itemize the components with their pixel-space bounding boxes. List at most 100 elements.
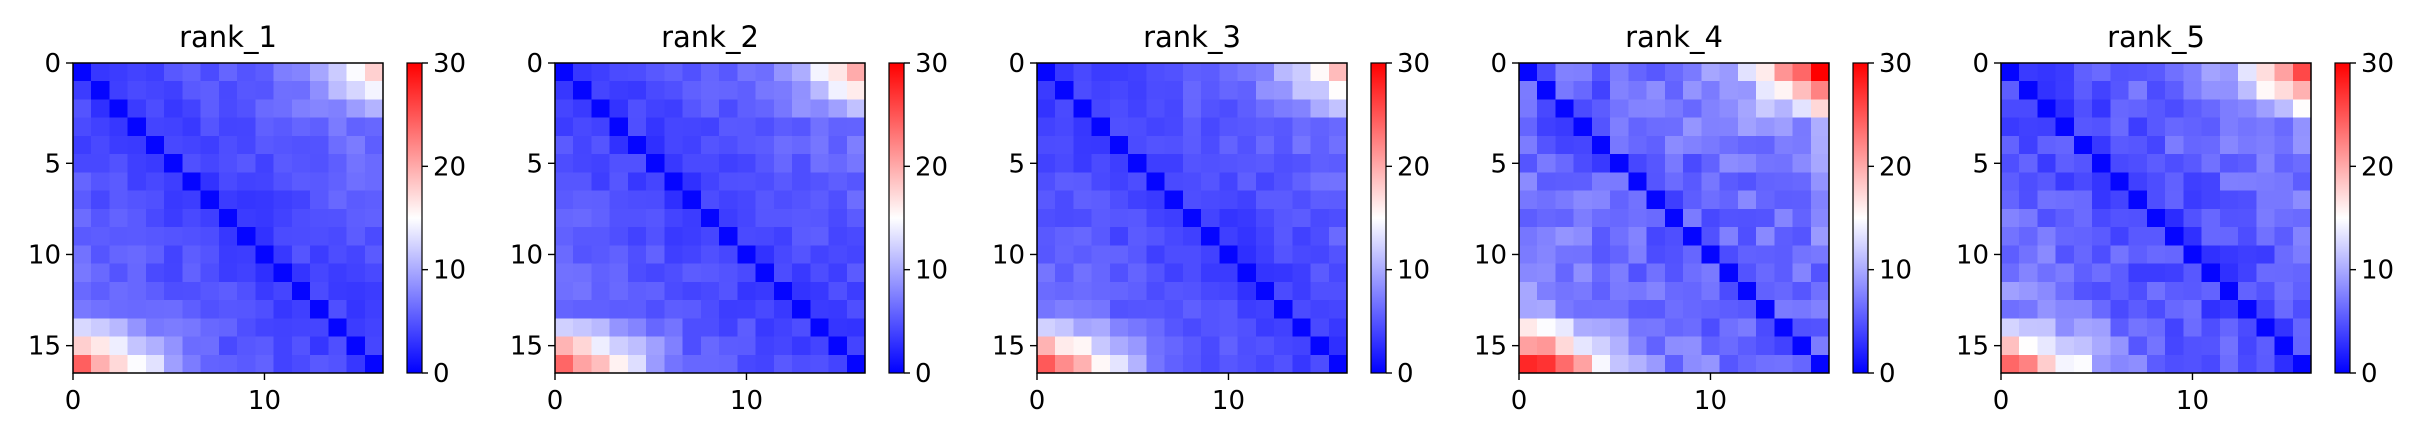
heatmap-cell xyxy=(1146,300,1166,319)
heatmap-cell xyxy=(591,190,611,210)
heatmap-cell xyxy=(200,336,220,356)
heatmap-cell xyxy=(1537,172,1556,192)
heatmap-cell xyxy=(2274,172,2294,192)
heatmap-cell xyxy=(2073,190,2093,210)
heatmap-cell xyxy=(2001,63,2020,82)
heatmap-cell xyxy=(1091,336,1111,356)
heatmap-cell xyxy=(2110,318,2130,337)
heatmap-cell xyxy=(2128,354,2148,374)
heatmap-cell xyxy=(846,172,866,192)
heatmap-cell xyxy=(1683,154,1702,173)
heatmap-cell xyxy=(218,172,238,192)
heatmap-cell xyxy=(1073,208,1093,228)
heatmap-cell xyxy=(1774,300,1793,319)
heatmap-cell xyxy=(810,135,829,155)
heatmap-cell xyxy=(2201,263,2221,283)
heatmap-cell xyxy=(1610,300,1629,319)
heatmap-cell xyxy=(719,117,738,137)
heatmap-cell xyxy=(2201,245,2221,264)
heatmap-cell xyxy=(237,135,256,155)
heatmap-cell xyxy=(328,99,347,119)
heatmap-cell xyxy=(1537,154,1556,173)
heatmap-cell xyxy=(364,172,384,192)
heatmap-cell xyxy=(2201,336,2221,356)
heatmap-cell xyxy=(2110,281,2130,301)
heatmap-cell xyxy=(646,81,665,100)
heatmap-cell xyxy=(2128,117,2148,137)
heatmap-cell xyxy=(1610,154,1629,173)
heatmap-cell xyxy=(2201,99,2221,119)
heatmap-cell xyxy=(255,227,274,246)
heatmap-cell xyxy=(1292,263,1311,283)
heatmap-cell xyxy=(664,245,684,264)
heatmap-cell xyxy=(1182,81,1202,100)
heatmap-cell xyxy=(2219,318,2239,337)
heatmap-cell xyxy=(1328,135,1348,155)
heatmap-cell xyxy=(1701,263,1720,283)
heatmap-cell xyxy=(1810,81,1830,100)
heatmap-cell xyxy=(2037,81,2057,100)
heatmap-cell xyxy=(1628,281,1648,301)
heatmap-cell xyxy=(1237,99,1257,119)
heatmap-cell xyxy=(2274,263,2294,283)
heatmap-cell xyxy=(237,154,256,173)
heatmap-cell xyxy=(2256,135,2275,155)
heatmap-cell xyxy=(737,81,756,100)
heatmap-cell xyxy=(1091,135,1111,155)
heatmap-cell xyxy=(1219,117,1238,137)
heatmap-cell xyxy=(1737,354,1757,374)
heatmap-cell xyxy=(2183,318,2202,337)
heatmap-cell xyxy=(364,208,384,228)
colorbar-tick-label: 0 xyxy=(433,359,450,389)
heatmap-cell xyxy=(1774,208,1793,228)
heatmap-cell xyxy=(627,281,647,301)
heatmap-cell xyxy=(2238,154,2257,173)
heatmap-cell xyxy=(2092,354,2111,374)
heatmap-cell xyxy=(91,281,110,301)
heatmap-cell xyxy=(182,318,202,337)
heatmap-cell xyxy=(164,227,183,246)
heatmap-cell xyxy=(182,117,202,137)
heatmap-cell xyxy=(1701,190,1720,210)
heatmap-cell xyxy=(1164,354,1184,374)
heatmap-cell xyxy=(182,245,202,264)
heatmap-cell xyxy=(2073,172,2093,192)
heatmap-cell xyxy=(682,172,702,192)
heatmap-cell xyxy=(2110,208,2130,228)
heatmap-cell xyxy=(1610,245,1629,264)
heatmap-cell xyxy=(2256,208,2275,228)
y-tick-label: 15 xyxy=(1956,332,1989,362)
heatmap-cell xyxy=(792,208,811,228)
heatmap-cell xyxy=(2055,336,2075,356)
heatmap-cell xyxy=(1646,245,1666,264)
heatmap-cell xyxy=(627,208,647,228)
heatmap-cell xyxy=(1737,263,1757,283)
heatmap-cell xyxy=(73,190,92,210)
heatmap-cell xyxy=(1128,190,1147,210)
heatmap-cell xyxy=(73,135,92,155)
heatmap-cell xyxy=(273,300,293,319)
heatmap-cell xyxy=(2256,281,2275,301)
heatmap-cell xyxy=(1628,318,1648,337)
heatmap-cell xyxy=(1628,172,1648,192)
heatmap-cell xyxy=(664,99,684,119)
heatmap-cell xyxy=(1037,172,1056,192)
heatmap-cell xyxy=(1719,281,1739,301)
heatmap-cell xyxy=(1055,99,1074,119)
heatmap-cell xyxy=(2128,263,2148,283)
heatmap-cell xyxy=(1719,263,1739,283)
heatmap-cell xyxy=(200,172,220,192)
heatmap-cell xyxy=(364,263,384,283)
heatmap-cell xyxy=(573,81,592,100)
heatmap-cell xyxy=(273,154,293,173)
heatmap-cell xyxy=(1109,336,1129,356)
heatmap-cell xyxy=(1128,99,1147,119)
heatmap-cell xyxy=(846,245,866,264)
heatmap-cell xyxy=(1146,318,1166,337)
heatmap-cell xyxy=(2092,63,2111,82)
heatmap-cell xyxy=(1055,281,1074,301)
heatmap-cell xyxy=(2055,117,2075,137)
heatmap-cell xyxy=(2092,281,2111,301)
